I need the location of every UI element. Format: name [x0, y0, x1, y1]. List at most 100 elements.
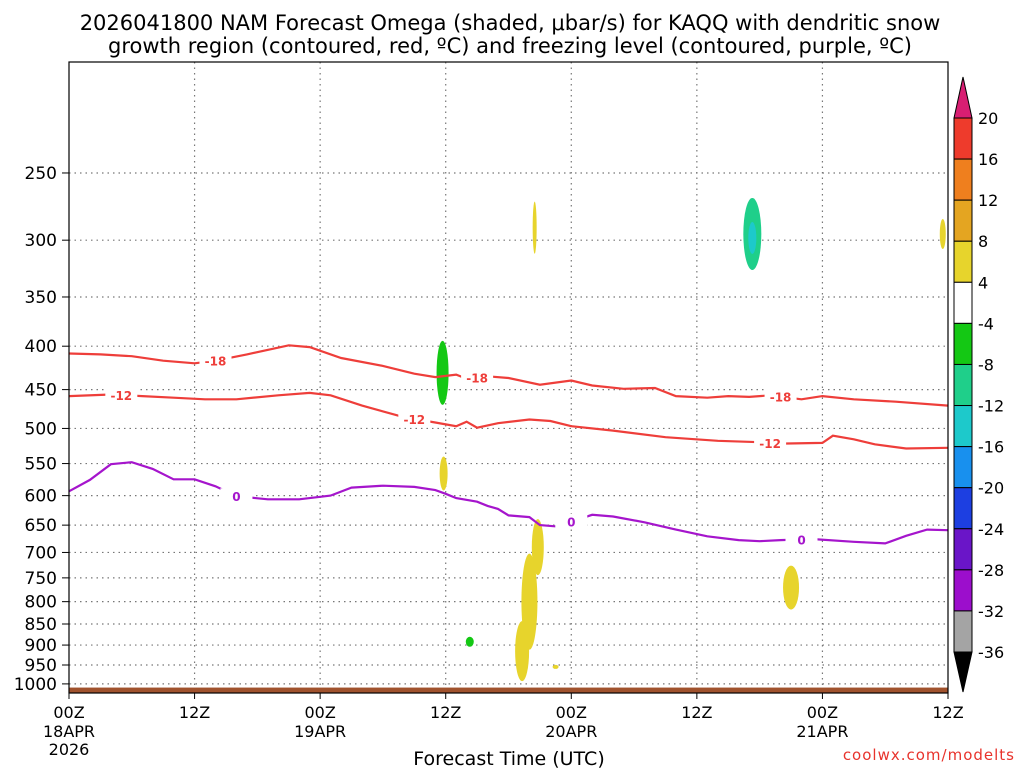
omega-shade-lobe: [531, 519, 544, 576]
contour-line: [68, 461, 949, 545]
colorbar-swatch: [953, 610, 973, 653]
omega-shade-lobe: [552, 664, 559, 669]
colorbar-label: -20: [978, 479, 1004, 498]
credit-text: coolwx.com/modelts: [843, 746, 1015, 764]
colorbar-swatch: [953, 569, 973, 612]
terrain-strip: [69, 687, 948, 693]
omega-shade-lobe: [515, 621, 530, 682]
y-tick-label: 600: [25, 487, 57, 507]
contour-label: -12: [403, 413, 425, 427]
y-tick-label: 450: [25, 381, 57, 401]
colorbar-label: -24: [978, 520, 1004, 539]
colorbar-swatch: [953, 487, 973, 530]
colorbar-swatch: [953, 322, 973, 365]
colorbar-swatch: [953, 446, 973, 489]
x-tick-label: 00Z: [807, 703, 838, 722]
omega-shade-region: [783, 565, 800, 610]
x-tick-year: 2026: [49, 740, 90, 759]
x-tick-date: 18APR: [43, 722, 95, 741]
omega-shade-region: [532, 201, 537, 254]
y-tick-label: 550: [25, 455, 57, 475]
x-tick-label: 00Z: [304, 703, 335, 722]
colorbar-label: -32: [978, 602, 1004, 621]
colorbar-label: -4: [978, 314, 994, 333]
omega-shade-region: [939, 218, 946, 249]
pressure-axis-ticks: 2503003504004505005506006507007508008509…: [14, 164, 69, 695]
colorbar-label: -36: [978, 643, 1004, 662]
contour-label-bg: [220, 488, 253, 504]
colorbar-label: -28: [978, 561, 1004, 580]
colorbar-swatch: [953, 363, 973, 407]
contour-label: 0: [797, 533, 805, 547]
chart-title-line-1: 2026041800 NAM Forecast Omega (shaded, μ…: [80, 11, 941, 35]
colorbar-label: 8: [978, 232, 988, 251]
y-tick-label: 350: [25, 288, 57, 308]
colorbar-cap-top: [953, 76, 973, 119]
y-tick-label: 700: [25, 543, 57, 563]
colorbar-swatch: [953, 528, 973, 571]
x-tick-label: 12Z: [430, 703, 461, 722]
contour-label: -18: [770, 391, 792, 405]
colorbar-label: 12: [978, 191, 998, 210]
colorbar-label: -16: [978, 438, 1004, 457]
x-tick-date: 20APR: [545, 722, 597, 741]
contour-label-bg: [461, 369, 494, 385]
y-tick-label: 650: [25, 516, 57, 536]
x-tick-label: 00Z: [556, 703, 587, 722]
contour-label-bg: [785, 531, 818, 547]
colorbar-label: -12: [978, 397, 1004, 416]
omega-shade-region: [465, 636, 474, 647]
contour-label-bg: [398, 410, 431, 426]
colorbar-label: 16: [978, 150, 998, 169]
omega-shade-region: [436, 340, 449, 405]
colorbar-swatch: [953, 281, 973, 324]
omega-shade-core: [748, 221, 757, 254]
x-tick-label: 12Z: [179, 703, 210, 722]
contour-label-bg: [105, 387, 138, 403]
contour-label: 0: [567, 516, 575, 530]
colorbar-swatch: [953, 158, 973, 201]
colorbar-swatch: [953, 240, 973, 283]
colorbar-swatch: [953, 199, 973, 242]
colorbar-label: -8: [978, 355, 994, 374]
colorbar-label: 4: [978, 273, 988, 292]
contour-label: -18: [466, 372, 488, 386]
x-axis-label: Forecast Time (UTC): [413, 748, 604, 768]
contour-label: 0: [232, 490, 240, 504]
contour-label: -12: [759, 437, 781, 451]
contour-label-bg: [199, 352, 232, 368]
y-tick-label: 750: [25, 569, 57, 589]
omega-shaded-regions: [436, 197, 946, 682]
omega-colorbar: 20 16 12 8 4 -4 -8 -12 -16 -20 -24 -28 -32 -36: [953, 76, 1004, 693]
y-tick-label: 800: [25, 593, 57, 613]
y-tick-label: 300: [25, 231, 57, 251]
x-tick-label: 12Z: [932, 703, 963, 722]
y-tick-label: 850: [25, 615, 57, 635]
y-tick-label: 950: [25, 656, 57, 676]
contour-line: [68, 391, 949, 450]
chart-title-line-2: growth region (contoured, red, ºC) and f…: [108, 34, 912, 58]
contour-label: -18: [205, 355, 227, 369]
contour-label-bg: [754, 434, 787, 450]
colorbar-label: 20: [978, 109, 998, 128]
contour-label-bg: [764, 388, 797, 404]
terrain-fill: [69, 687, 948, 693]
plot-frame: [68, 61, 949, 694]
contour-label: -12: [110, 389, 132, 403]
contour-label-bg: [555, 513, 588, 529]
grid-lines: [69, 62, 948, 693]
y-tick-label: 1000: [14, 675, 57, 695]
x-tick-date: 19APR: [294, 722, 346, 741]
y-tick-label: 900: [25, 636, 57, 656]
omega-shade-region: [439, 456, 448, 491]
y-tick-label: 500: [25, 419, 57, 439]
x-tick-label: 00Z: [53, 703, 84, 722]
x-tick-label: 12Z: [681, 703, 712, 722]
temperature-contours: -18 -18 -18 -12 -12 -12 0 0 0: [68, 344, 949, 547]
colorbar-cap-bottom: [953, 651, 973, 693]
y-tick-label: 250: [25, 164, 57, 184]
x-tick-date: 21APR: [796, 722, 848, 741]
colorbar-swatch: [953, 405, 973, 448]
